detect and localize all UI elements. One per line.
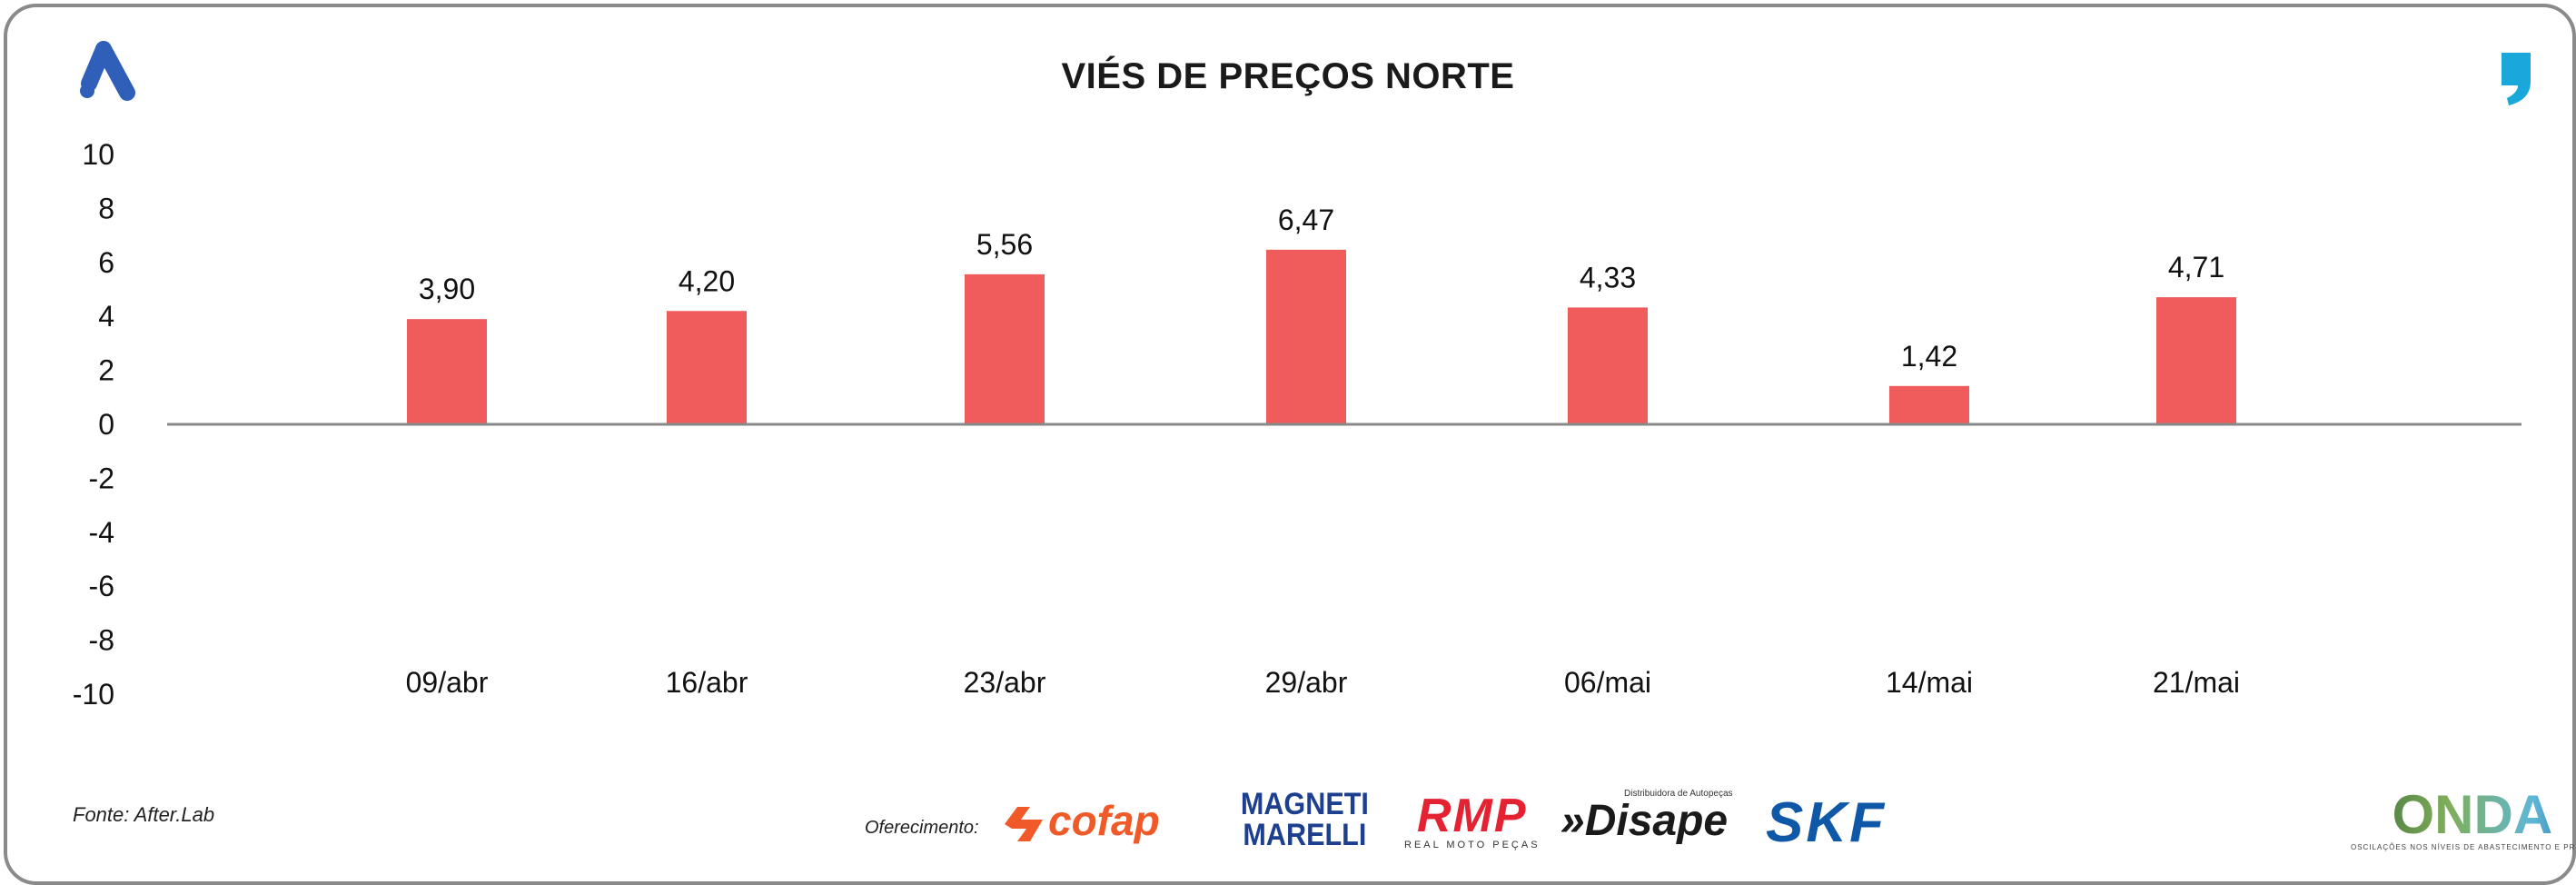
bar-value-label: 1,42	[1901, 340, 1957, 373]
bar	[965, 273, 1045, 424]
y-tick-label: 8	[98, 192, 114, 224]
y-tick-label: 0	[98, 408, 114, 441]
bar-value-label: 3,90	[419, 273, 475, 305]
bar	[407, 319, 487, 424]
bar	[2156, 297, 2236, 424]
bar-value-label: 5,56	[976, 228, 1033, 261]
x-tick-label: 21/mai	[2153, 666, 2240, 699]
y-tick-label: -6	[89, 570, 114, 602]
disape-logo-text: »Disape	[1560, 797, 1729, 845]
x-tick-label: 09/abr	[406, 666, 489, 699]
y-tick-label: 2	[98, 354, 114, 387]
bar-value-label: 4,71	[2168, 251, 2224, 283]
bar	[1889, 385, 1969, 424]
rmp-logo-subtitle: REAL MOTO PEÇAS	[1404, 840, 1541, 850]
bar	[1266, 249, 1346, 424]
cofap-logo: cofap	[1003, 796, 1160, 845]
y-tick-label: -10	[73, 678, 114, 711]
magneti-marelli-logo: MAGNETI MARELLI	[1241, 789, 1369, 850]
sponsor-label: Oferecimento:	[865, 818, 979, 838]
value-labels-group: 3,90 4,20 5,56 6,47 4,33 1,42 4,71	[419, 204, 2224, 373]
onda-logo-subtitle: OSCILAÇÕES NOS NÍVEIS DE ABASTECIMENTO E…	[2351, 843, 2576, 851]
y-axis-ticks: 10 8 6 4 2 0 -2 -4 -6 -8 -10	[73, 138, 114, 711]
chart-frame	[4, 4, 2576, 885]
chart-title: VIÉS DE PREÇOS NORTE	[1061, 56, 1515, 96]
disape-logo: Distribuidora de Autopeças »Disape	[1560, 789, 1733, 844]
onda-logo: ONDA OSCILAÇÕES NOS NÍVEIS DE ABASTECIME…	[2351, 787, 2576, 852]
bar	[667, 311, 747, 424]
magneti-logo-line1: MAGNETI	[1240, 787, 1369, 821]
disape-logo-tagline: Distribuidora de Autopeças	[1624, 789, 1733, 799]
x-tick-label: 14/mai	[1886, 666, 1973, 699]
x-tick-label: 16/abr	[666, 666, 748, 699]
brand-a-logo-icon	[80, 41, 135, 101]
onda-logo-text: ONDA	[2351, 787, 2576, 843]
skf-logo: SKF	[1766, 791, 1887, 854]
source-note: Fonte: After.Lab	[73, 803, 215, 826]
x-tick-label: 06/mai	[1564, 666, 1651, 699]
x-tick-label: 29/abr	[1265, 666, 1348, 699]
cofap-logo-text: cofap	[1048, 797, 1160, 844]
y-tick-label: 10	[82, 138, 114, 171]
y-tick-label: -4	[89, 516, 114, 549]
bar-value-label: 4,20	[679, 264, 735, 297]
y-tick-label: -2	[89, 462, 114, 494]
bar	[1568, 307, 1648, 424]
brand-comma-logo-icon	[2502, 53, 2531, 105]
rmp-logo: RMP REAL MOTO PEÇAS	[1404, 792, 1541, 850]
bar-value-label: 4,33	[1580, 261, 1636, 293]
rmp-logo-text: RMP	[1416, 790, 1528, 842]
y-tick-label: 4	[98, 300, 114, 333]
magneti-logo-line2: MARELLI	[1243, 818, 1367, 852]
x-axis-ticks: 09/abr 16/abr 23/abr 29/abr 06/mai 14/mai 21/m…	[406, 666, 2240, 699]
cofap-mark-icon	[1005, 806, 1043, 841]
bars-group	[407, 249, 2236, 424]
y-tick-label: -8	[89, 624, 114, 657]
x-tick-label: 23/abr	[964, 666, 1046, 699]
y-tick-label: 6	[98, 246, 114, 279]
bar-value-label: 6,47	[1278, 204, 1334, 236]
